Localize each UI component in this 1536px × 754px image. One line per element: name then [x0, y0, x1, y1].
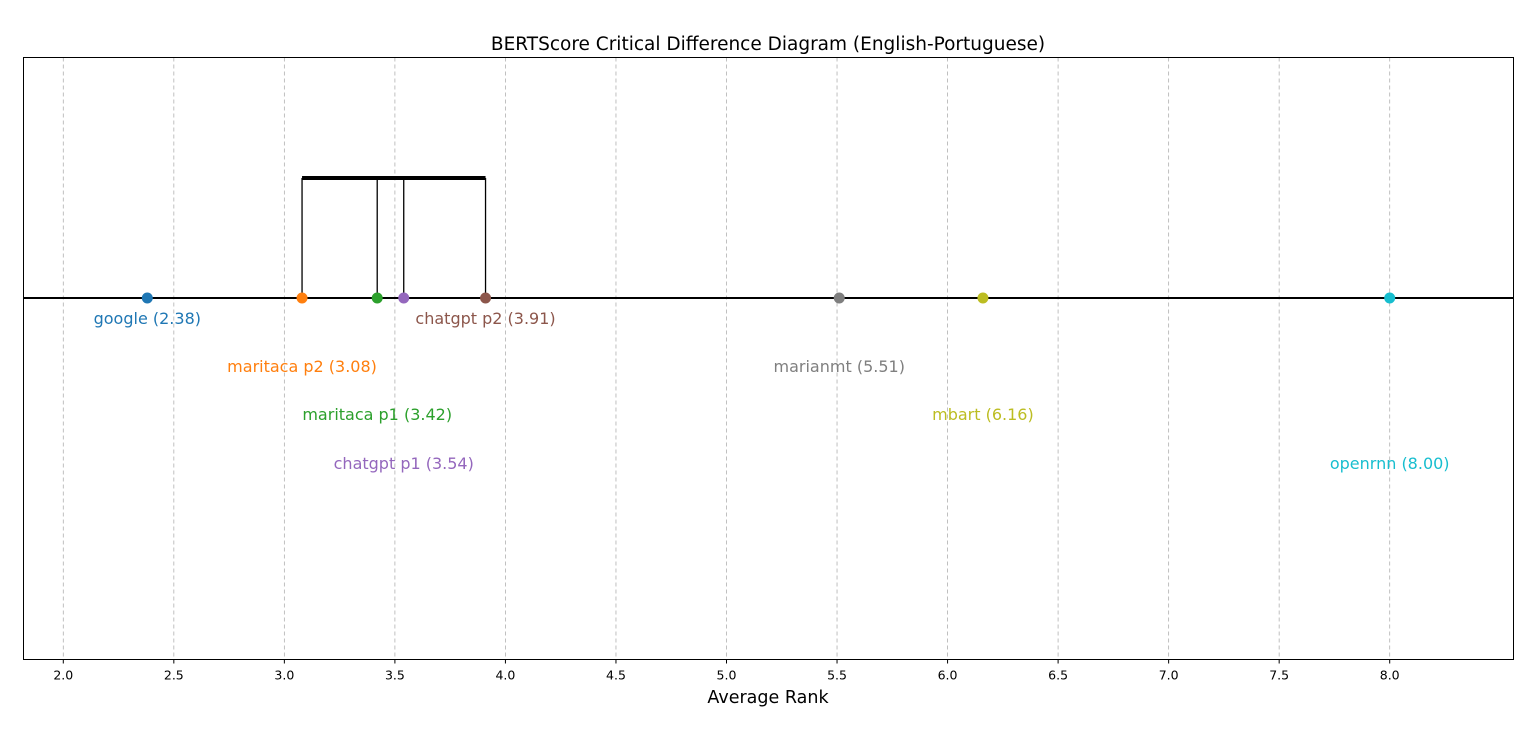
- x-tick-label: 4.5: [606, 668, 626, 683]
- x-tick-label: 3.5: [385, 668, 405, 683]
- rank-point-chatgpt-p2: [480, 292, 492, 304]
- rank-labels: google (2.38) maritaca p2 (3.08) maritaca …: [94, 309, 1450, 473]
- x-axis-label: Average Rank: [707, 688, 829, 708]
- rank-label-marianmt: marianmt (5.51): [774, 357, 905, 376]
- x-tick-label: 2.0: [53, 668, 73, 683]
- rank-point-marianmt: [833, 292, 845, 304]
- rank-point-openrnn: [1384, 292, 1396, 304]
- x-tick-label: 7.0: [1159, 668, 1179, 683]
- x-tick-label: 7.5: [1269, 668, 1289, 683]
- x-tick-label: 3.0: [274, 668, 294, 683]
- rank-point-mbart: [977, 292, 989, 304]
- rank-label-chatgpt-p2: chatgpt p2 (3.91): [415, 309, 555, 328]
- rank-point-chatgpt-p1: [398, 292, 410, 304]
- rank-points: [141, 292, 1396, 304]
- x-tick-label: 5.0: [717, 668, 737, 683]
- x-tick-label: 5.5: [827, 668, 847, 683]
- chart-title: BERTScore Critical Difference Diagram (E…: [491, 34, 1045, 55]
- rank-point-maritaca-p2: [296, 292, 308, 304]
- rank-point-google: [141, 292, 153, 304]
- critical-difference-bar: [301, 176, 487, 298]
- plot-frame: [23, 57, 1514, 660]
- rank-label-google: google (2.38): [94, 309, 201, 328]
- x-axis-ticks: 2.0 2.5 3.0 3.5 4.0 4.5 5.0 5.5 6.0 6.5 7.0 7.5 8.0: [53, 659, 1400, 683]
- grid-lines: [62, 57, 1391, 660]
- x-tick-label: 8.0: [1380, 668, 1400, 683]
- x-tick-label: 6.5: [1048, 668, 1068, 683]
- x-tick-label: 6.0: [938, 668, 958, 683]
- rank-point-maritaca-p1: [371, 292, 383, 304]
- rank-label-mbart: mbart (6.16): [932, 405, 1034, 424]
- rank-label-maritaca-p2: maritaca p2 (3.08): [227, 357, 377, 376]
- rank-label-chatgpt-p1: chatgpt p1 (3.54): [334, 454, 474, 473]
- rank-label-openrnn: openrnn (8.00): [1330, 454, 1450, 473]
- rank-label-maritaca-p1: maritaca p1 (3.42): [302, 405, 452, 424]
- x-tick-label: 2.5: [164, 668, 184, 683]
- x-tick-label: 4.0: [495, 668, 515, 683]
